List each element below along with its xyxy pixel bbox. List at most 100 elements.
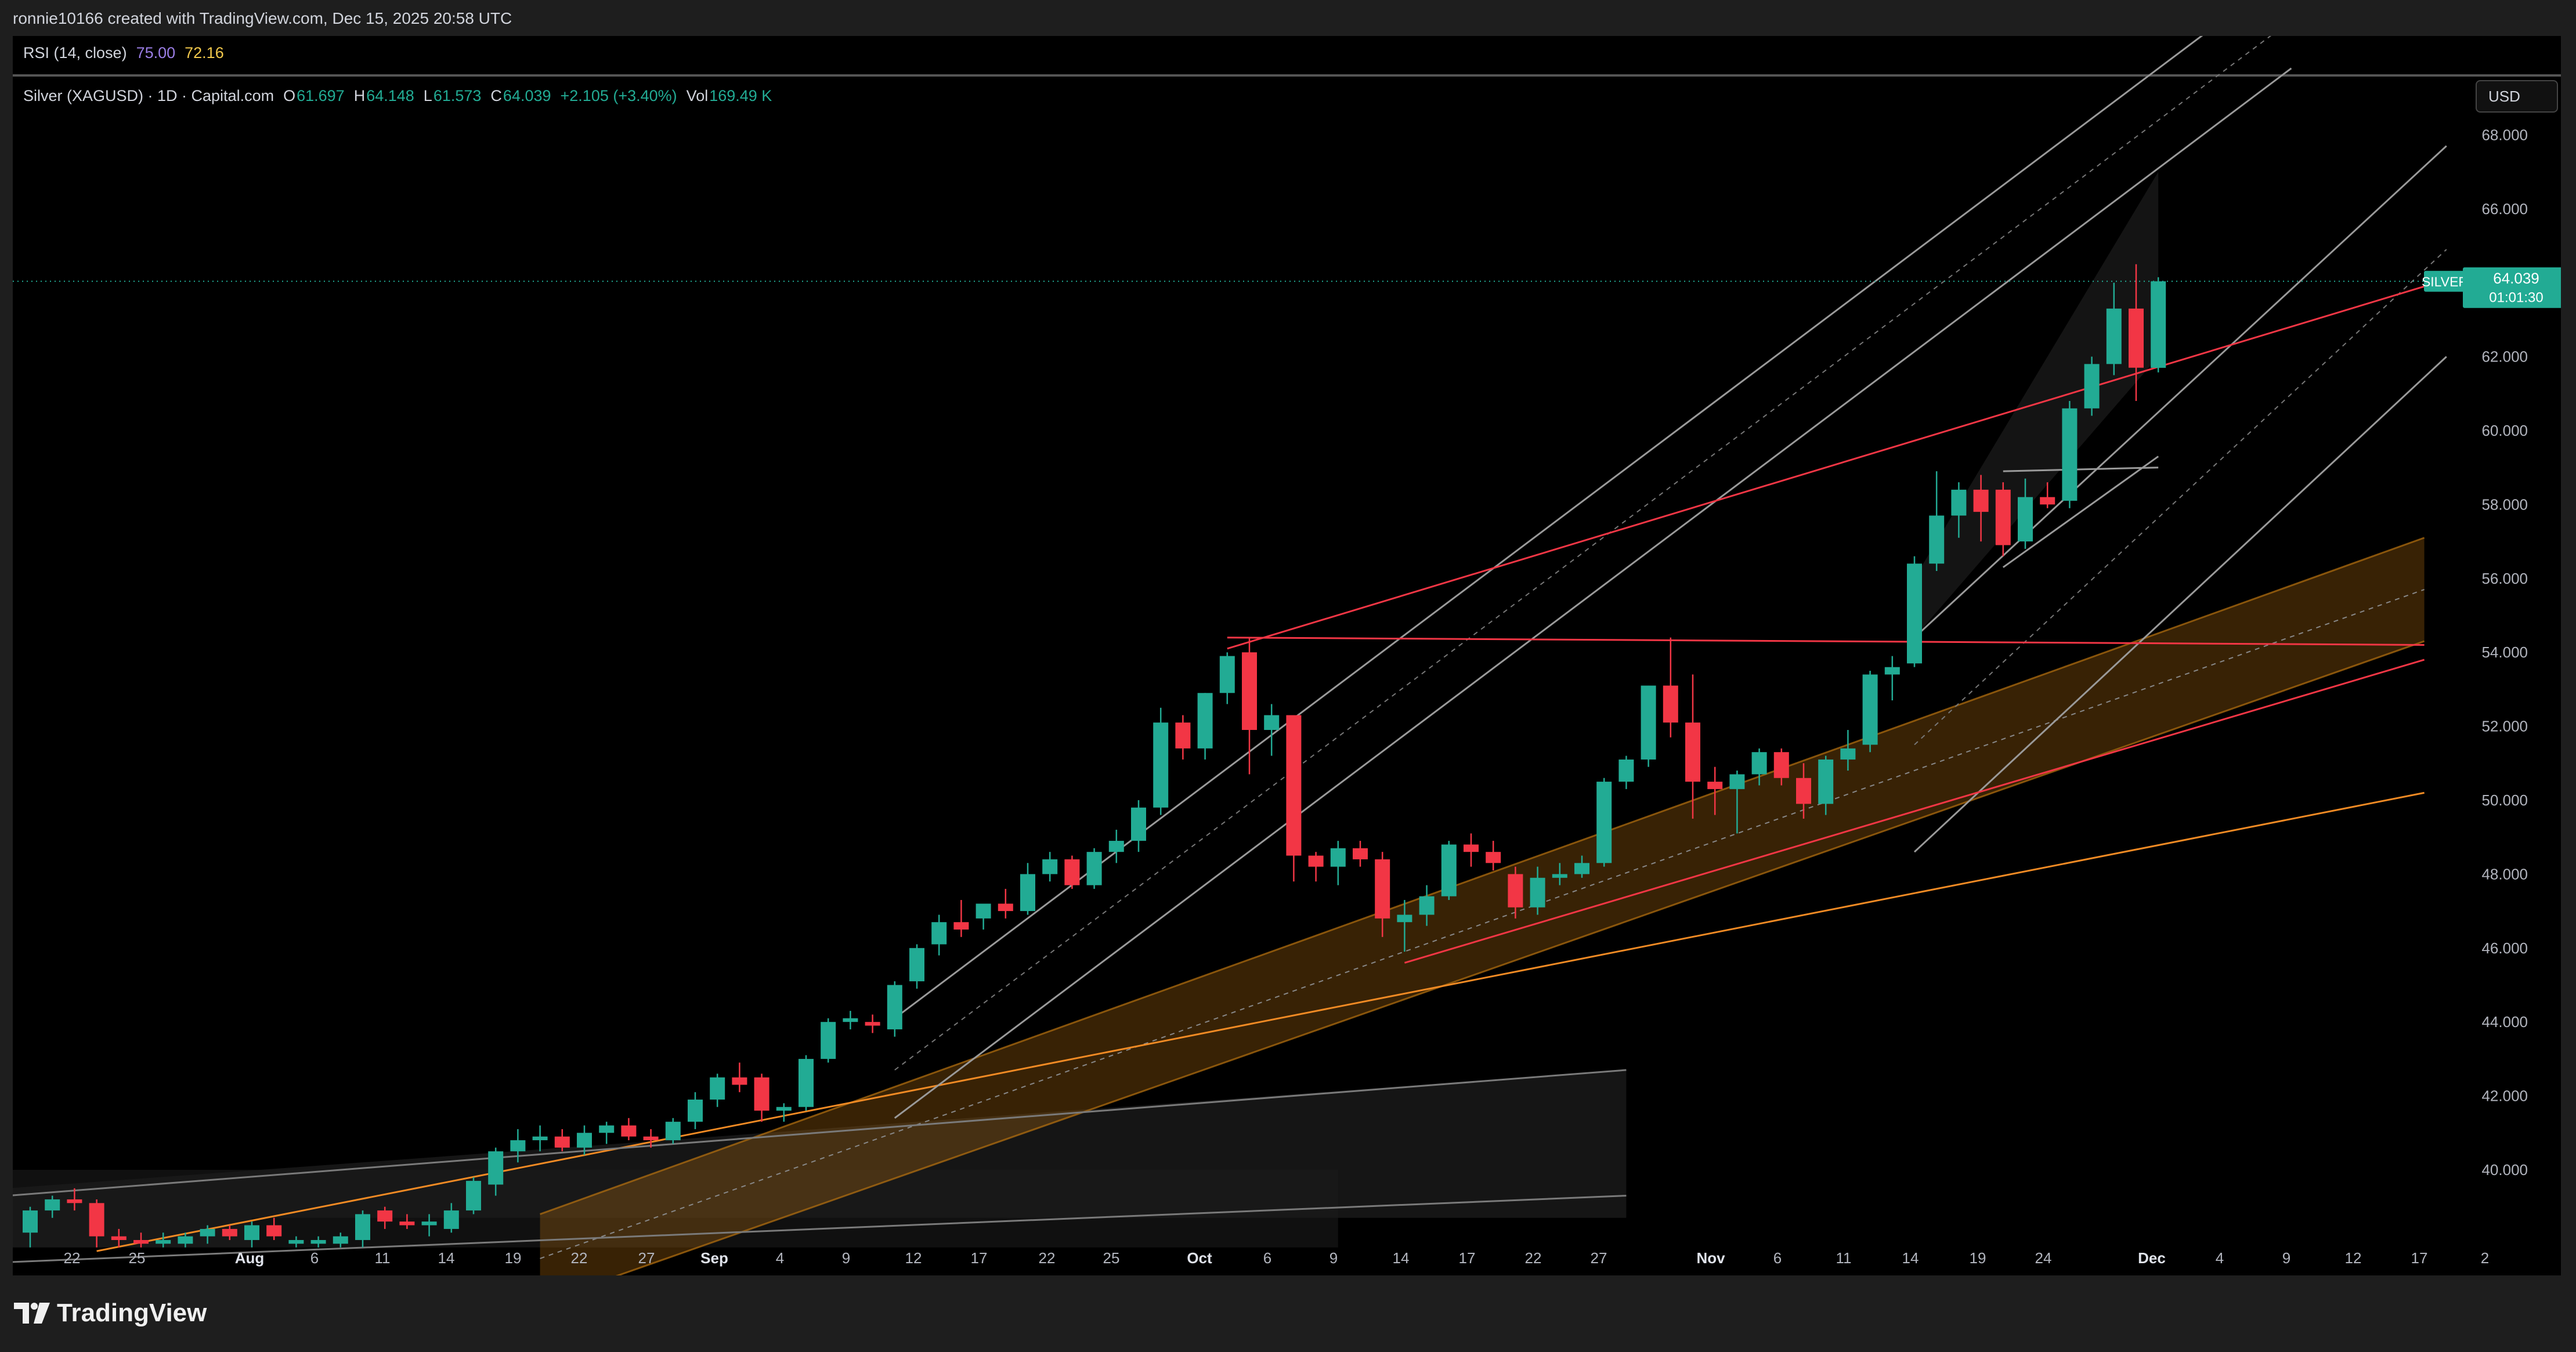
candle-up[interactable] bbox=[510, 1140, 526, 1152]
candle-up[interactable] bbox=[887, 985, 902, 1029]
candle-up[interactable] bbox=[1441, 844, 1457, 896]
candle-up[interactable] bbox=[1419, 896, 1435, 915]
candle-up[interactable] bbox=[288, 1240, 304, 1244]
candle-up[interactable] bbox=[178, 1236, 193, 1244]
candle-down[interactable] bbox=[133, 1240, 149, 1244]
candle-up[interactable] bbox=[1131, 807, 1146, 841]
candle-down[interactable] bbox=[1685, 722, 1700, 782]
candle-down[interactable] bbox=[1353, 848, 1368, 859]
price-chart[interactable]: 40.000 42.000 44.000 46.000 48.000 50.000 52.0… bbox=[13, 36, 2561, 1275]
candle-down[interactable] bbox=[377, 1210, 393, 1222]
candle-down[interactable] bbox=[643, 1136, 659, 1141]
candle-up[interactable] bbox=[532, 1136, 548, 1141]
candle-up[interactable] bbox=[1086, 852, 1102, 885]
candle-down[interactable] bbox=[2040, 497, 2055, 505]
candle-up[interactable] bbox=[1729, 774, 1745, 789]
chart-area[interactable]: RSI (14, close) 75.00 72.16 40.000 42.000 44… bbox=[13, 36, 2561, 1275]
candle-up[interactable] bbox=[1108, 841, 1124, 852]
candle-up[interactable] bbox=[156, 1240, 171, 1244]
candle-up[interactable] bbox=[1330, 848, 1346, 867]
candle-up[interactable] bbox=[45, 1199, 60, 1211]
candle-up[interactable] bbox=[821, 1022, 836, 1059]
candle-up[interactable] bbox=[1840, 748, 1856, 760]
candle-down[interactable] bbox=[1773, 752, 1789, 778]
candle-down[interactable] bbox=[1995, 489, 2011, 545]
candle-up[interactable] bbox=[23, 1210, 38, 1233]
candle-up[interactable] bbox=[1153, 722, 1169, 808]
candle-up[interactable] bbox=[200, 1228, 215, 1237]
candle-up[interactable] bbox=[466, 1181, 481, 1211]
candle-down[interactable] bbox=[222, 1228, 237, 1237]
candle-up[interactable] bbox=[1929, 515, 1945, 564]
tradingview-logo[interactable]: TradingView bbox=[14, 1299, 207, 1328]
candle-down[interactable] bbox=[111, 1236, 127, 1241]
candle-up[interactable] bbox=[1020, 874, 1035, 912]
currency-button[interactable]: USD bbox=[2476, 80, 2558, 113]
candle-up[interactable] bbox=[1596, 782, 1612, 863]
candle-up[interactable] bbox=[1818, 759, 1834, 804]
candle-down[interactable] bbox=[554, 1136, 570, 1148]
candle-down[interactable] bbox=[266, 1225, 282, 1237]
candle-up[interactable] bbox=[688, 1099, 703, 1122]
candle-down[interactable] bbox=[1064, 859, 1080, 885]
candle-down[interactable] bbox=[754, 1077, 769, 1111]
candle-down[interactable] bbox=[1663, 685, 1678, 723]
candle-up[interactable] bbox=[1884, 667, 1900, 675]
candle-up[interactable] bbox=[1751, 752, 1767, 775]
candle-up[interactable] bbox=[1042, 859, 1058, 874]
candle-down[interactable] bbox=[1464, 844, 1479, 852]
candle-up[interactable] bbox=[1197, 693, 1213, 749]
candle-up[interactable] bbox=[310, 1240, 326, 1244]
candle-up[interactable] bbox=[333, 1236, 348, 1244]
candle-up[interactable] bbox=[2106, 308, 2122, 364]
candle-up[interactable] bbox=[1862, 674, 1878, 745]
candle-down[interactable] bbox=[1242, 652, 1257, 730]
candle-up[interactable] bbox=[577, 1133, 592, 1148]
candle-down[interactable] bbox=[953, 922, 969, 930]
candle-up[interactable] bbox=[976, 903, 991, 919]
candle-down[interactable] bbox=[1796, 778, 1811, 804]
candle-down[interactable] bbox=[1486, 852, 1501, 863]
candle-up[interactable] bbox=[1641, 685, 1656, 760]
candle-down[interactable] bbox=[1308, 855, 1324, 867]
candle-up[interactable] bbox=[1907, 563, 1922, 664]
candle-up[interactable] bbox=[244, 1225, 259, 1241]
candle-up[interactable] bbox=[2062, 408, 2078, 501]
candle-up[interactable] bbox=[843, 1018, 858, 1022]
candle-down[interactable] bbox=[732, 1077, 747, 1085]
candle-down[interactable] bbox=[998, 903, 1013, 912]
candle-down[interactable] bbox=[621, 1125, 637, 1137]
candle-down[interactable] bbox=[1286, 715, 1302, 856]
candle-down[interactable] bbox=[89, 1203, 104, 1237]
candle-down[interactable] bbox=[399, 1221, 415, 1226]
candle-up[interactable] bbox=[2151, 281, 2166, 368]
candle-down[interactable] bbox=[1707, 782, 1723, 789]
candle-up[interactable] bbox=[665, 1122, 681, 1141]
candle-up[interactable] bbox=[2084, 364, 2100, 409]
candle-up[interactable] bbox=[1397, 914, 1412, 923]
candle-down[interactable] bbox=[1175, 722, 1191, 749]
candle-up[interactable] bbox=[1618, 759, 1634, 782]
candle-up[interactable] bbox=[799, 1058, 814, 1107]
candle-up[interactable] bbox=[421, 1221, 437, 1226]
pane-separator[interactable] bbox=[13, 74, 2561, 77]
candle-up[interactable] bbox=[710, 1077, 725, 1100]
candle-down[interactable] bbox=[67, 1199, 82, 1203]
rsi-pane[interactable]: RSI (14, close) 75.00 72.16 bbox=[13, 36, 2561, 74]
candle-down[interactable] bbox=[2129, 308, 2144, 368]
candle-up[interactable] bbox=[1264, 715, 1280, 730]
candle-down[interactable] bbox=[1375, 859, 1390, 919]
candle-up[interactable] bbox=[599, 1125, 615, 1133]
candle-down[interactable] bbox=[1508, 874, 1523, 908]
candle-up[interactable] bbox=[488, 1151, 504, 1185]
candle-up[interactable] bbox=[1951, 489, 1967, 516]
candle-up[interactable] bbox=[1574, 863, 1589, 874]
candle-down[interactable] bbox=[865, 1022, 880, 1026]
candle-up[interactable] bbox=[443, 1210, 459, 1229]
candle-down[interactable] bbox=[1973, 489, 1989, 512]
candle-up[interactable] bbox=[931, 922, 947, 945]
candle-up[interactable] bbox=[1530, 877, 1545, 908]
candle-up[interactable] bbox=[776, 1107, 792, 1111]
candle-up[interactable] bbox=[355, 1214, 370, 1241]
candle-up[interactable] bbox=[1219, 656, 1235, 693]
